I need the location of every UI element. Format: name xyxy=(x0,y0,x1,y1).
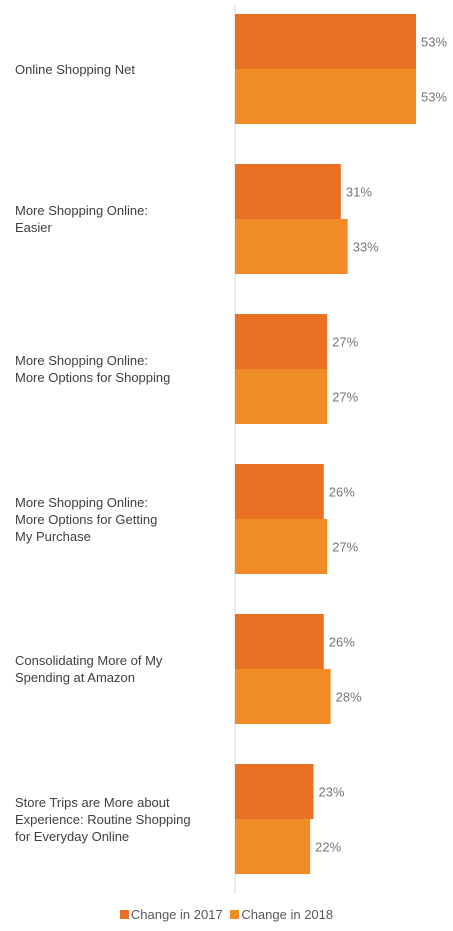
data-label-2017: 23% xyxy=(319,785,345,800)
bar-2017 xyxy=(235,614,324,669)
data-label-2017: 27% xyxy=(332,335,358,350)
category-label: More Shopping Online: Easier xyxy=(15,203,148,235)
data-label-2017: 26% xyxy=(329,635,355,650)
legend: Change in 2017 Change in 2018 xyxy=(0,907,453,922)
category-label: Consolidating More of My Spending at Ama… xyxy=(15,653,163,685)
bar-2017 xyxy=(235,464,324,519)
data-label-2018: 33% xyxy=(353,240,379,255)
legend-item-2017: Change in 2017 xyxy=(119,907,223,922)
data-label-2018: 22% xyxy=(315,840,341,855)
data-label-2017: 31% xyxy=(346,185,372,200)
bar-2018 xyxy=(235,219,348,274)
data-label-2018: 27% xyxy=(332,390,358,405)
category-label: More Shopping Online: More Options for G… xyxy=(15,494,158,544)
bar-2018 xyxy=(235,369,328,424)
data-label-2018: 28% xyxy=(336,690,362,705)
category-label: More Shopping Online: More Options for S… xyxy=(15,353,171,385)
legend-swatch-2018 xyxy=(230,910,240,919)
data-label-2018: 27% xyxy=(332,540,358,555)
bar-2017 xyxy=(235,164,341,219)
bar-2017 xyxy=(235,764,314,819)
data-label-2018: 53% xyxy=(421,90,447,105)
bar-2018 xyxy=(235,519,328,574)
legend-item-2018: Change in 2018 xyxy=(230,907,333,922)
category-label: Online Shopping Net xyxy=(15,61,135,77)
legend-label-2017: Change in 2017 xyxy=(130,907,223,922)
legend-label-2018: Change in 2018 xyxy=(241,907,334,922)
bar-2017 xyxy=(235,14,416,69)
legend-swatch-2017 xyxy=(119,910,129,919)
category-label: Store Trips are More about Experience: R… xyxy=(15,794,191,844)
data-label-2017: 26% xyxy=(329,485,355,500)
bar-2018 xyxy=(235,819,311,874)
bar-2018 xyxy=(235,69,416,124)
bar-2017 xyxy=(235,314,328,369)
bar-2018 xyxy=(235,669,331,724)
data-label-2017: 53% xyxy=(421,35,447,50)
